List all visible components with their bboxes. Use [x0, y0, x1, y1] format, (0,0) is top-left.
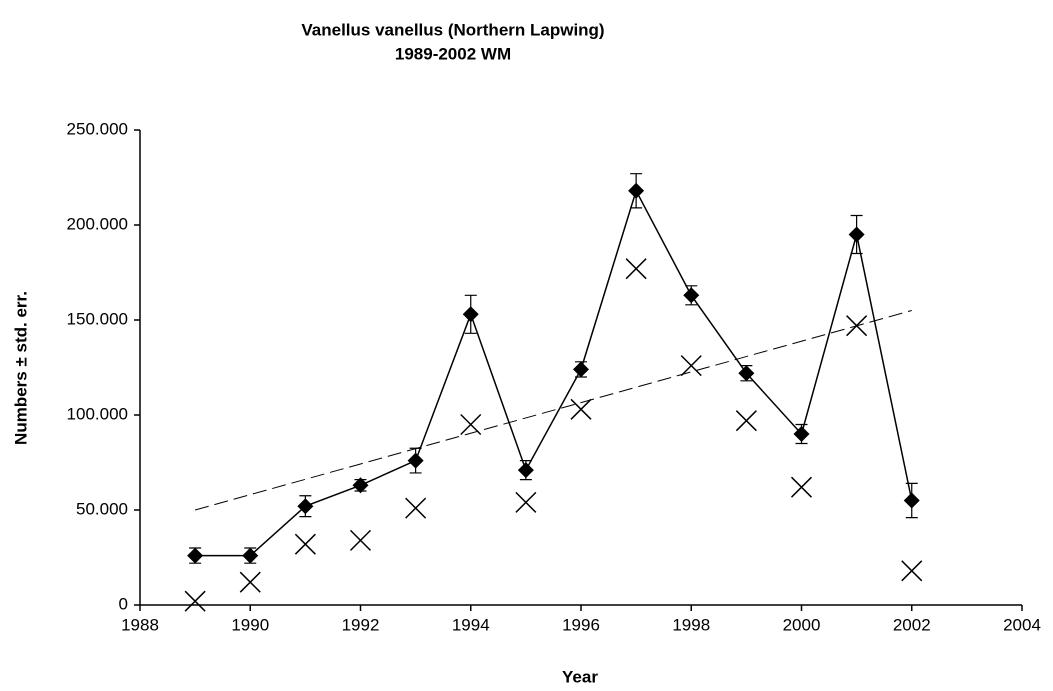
x-tick-label: 1994 — [452, 615, 490, 634]
x-marker — [625, 258, 647, 280]
x-marker — [790, 476, 813, 498]
x-tick-label: 1990 — [231, 615, 269, 634]
trend-line — [194, 310, 912, 511]
x-marker — [349, 529, 372, 551]
diamond-marker — [187, 547, 204, 564]
x-tick-label: 2000 — [783, 615, 821, 634]
x-marker — [901, 560, 923, 582]
x-tick-label: 1996 — [562, 615, 600, 634]
x-tick-label: 1992 — [342, 615, 380, 634]
y-tick-label: 0 — [119, 594, 128, 613]
x-tick-label: 2002 — [893, 615, 931, 634]
y-tick-label: 150.000 — [67, 309, 128, 328]
y-axis-label: Numbers ± std. err. — [11, 291, 30, 445]
diamond-marker — [738, 365, 755, 382]
diamond-marker — [517, 462, 534, 479]
diamond-marker — [242, 547, 259, 564]
diamond-marker — [297, 498, 314, 515]
x-marker — [570, 398, 592, 420]
chart-subtitle: 1989-2002 WM — [395, 44, 511, 63]
x-tick-label: 1998 — [672, 615, 710, 634]
x-marker — [184, 590, 206, 612]
diamond-marker — [793, 426, 810, 442]
x-marker — [239, 571, 261, 593]
diamond-marker — [903, 492, 920, 509]
x-marker — [515, 491, 537, 513]
diamond-marker — [628, 182, 645, 199]
y-tick-label: 100.000 — [67, 404, 128, 423]
diamond-marker — [848, 226, 865, 243]
diamond-marker — [573, 361, 589, 378]
x-axis-label: Year — [562, 667, 598, 686]
x-tick-label: 1988 — [121, 615, 159, 634]
x-tick-label: 2004 — [1003, 615, 1041, 634]
chart-title: Vanellus vanellus (Northern Lapwing) — [301, 20, 604, 39]
x-marker — [735, 410, 757, 432]
y-tick-label: 200.000 — [67, 214, 128, 233]
x-marker — [680, 355, 702, 377]
x-marker — [294, 533, 316, 555]
y-tick-label: 50.000 — [76, 499, 128, 518]
diamond-marker — [352, 477, 369, 494]
diamond-marker — [683, 287, 700, 304]
diamond-marker — [462, 306, 479, 323]
x-marker — [405, 497, 427, 519]
y-tick-label: 250.000 — [67, 119, 128, 138]
series-line — [195, 188, 913, 557]
diamond-marker — [407, 452, 424, 469]
